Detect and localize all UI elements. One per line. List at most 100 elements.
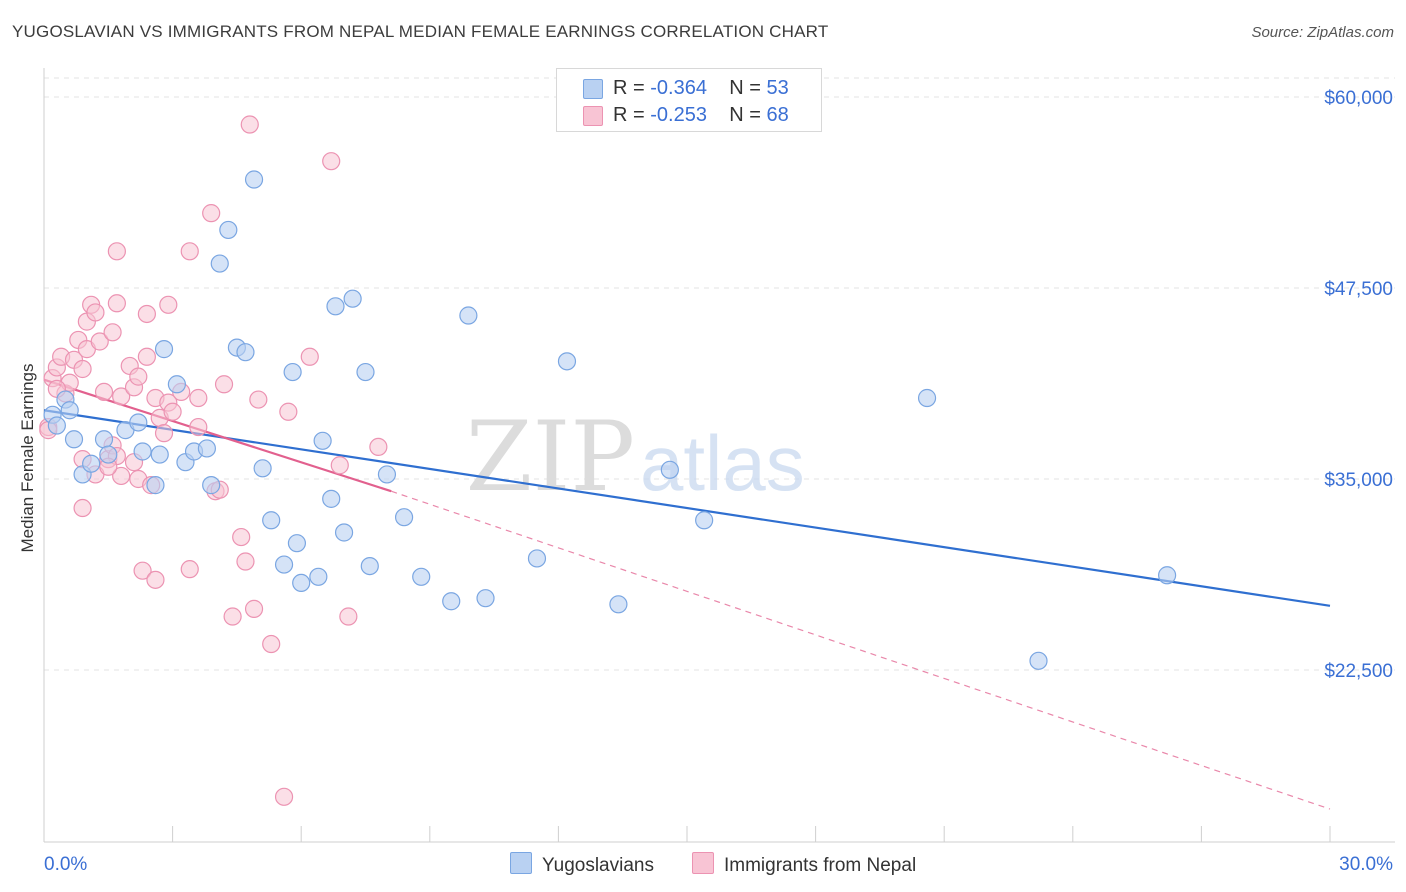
series-yugoslavians bbox=[43, 170, 1177, 670]
data-point-nepal bbox=[189, 388, 208, 408]
y-tick-label: $47,500 bbox=[1324, 279, 1393, 300]
data-point-yugoslavians bbox=[60, 401, 79, 420]
data-point-yugoslavians bbox=[313, 431, 332, 450]
series-nepal bbox=[39, 115, 388, 806]
legend-label-nepal: Immigrants from Nepal bbox=[724, 855, 917, 876]
data-point-yugoslavians bbox=[609, 595, 628, 614]
nepal-swatch bbox=[583, 106, 603, 126]
nepal-r-label: R = bbox=[613, 104, 651, 126]
data-point-nepal bbox=[244, 599, 264, 618]
data-point-yugoslavians bbox=[1029, 651, 1048, 670]
data-point-yugoslavians bbox=[459, 306, 478, 325]
data-point-nepal bbox=[322, 152, 341, 171]
data-point-nepal bbox=[90, 332, 109, 351]
data-point-yugoslavians bbox=[326, 297, 345, 316]
data-point-nepal bbox=[214, 375, 234, 394]
data-point-yugoslavians bbox=[150, 445, 169, 464]
data-point-yugoslavians bbox=[660, 460, 679, 479]
data-point-nepal bbox=[274, 787, 294, 806]
data-point-nepal bbox=[133, 561, 152, 580]
watermark: ZIP atlas bbox=[466, 401, 805, 513]
x-tick-label: 30.0% bbox=[1339, 854, 1393, 875]
data-point-nepal bbox=[236, 552, 255, 571]
source-credit: Source: ZipAtlas.com bbox=[1251, 24, 1394, 41]
watermark-zip: ZIP bbox=[466, 401, 635, 513]
data-point-nepal bbox=[300, 347, 319, 366]
data-point-nepal bbox=[94, 382, 114, 402]
data-point-nepal bbox=[189, 417, 208, 437]
data-point-nepal bbox=[73, 498, 92, 518]
data-point-yugoslavians bbox=[274, 555, 294, 574]
data-point-yugoslavians bbox=[236, 343, 255, 362]
data-point-yugoslavians bbox=[287, 534, 307, 553]
data-point-nepal bbox=[330, 456, 349, 475]
data-point-yugoslavians bbox=[322, 489, 341, 508]
y-tick-label: $35,000 bbox=[1324, 470, 1393, 491]
data-point-nepal bbox=[107, 294, 126, 313]
legend-item-yugoslavians[interactable]: Yugoslavians bbox=[510, 852, 654, 877]
y-tick-label: $60,000 bbox=[1324, 88, 1393, 109]
trend-line-yugoslavians bbox=[43, 409, 1331, 607]
data-point-nepal bbox=[240, 115, 259, 134]
data-point-nepal bbox=[107, 242, 126, 261]
data-point-yugoslavians bbox=[377, 465, 397, 484]
trend-line-nepal-extended bbox=[391, 490, 1331, 810]
nepal-n-label: N = bbox=[729, 104, 767, 126]
y-tick-label: $22,500 bbox=[1324, 661, 1393, 682]
data-point-yugoslavians bbox=[695, 511, 714, 530]
x-tick-label: 0.0% bbox=[44, 854, 87, 875]
tick-labels: $22,500 $35,000 $47,500 $60,000 0.0% 30.0% bbox=[44, 88, 1393, 875]
data-point-yugoslavians bbox=[244, 170, 264, 189]
data-point-nepal bbox=[112, 387, 131, 406]
y-axis-label: Median Female Earnings bbox=[18, 363, 37, 553]
data-point-yugoslavians bbox=[210, 254, 229, 273]
data-point-yugoslavians bbox=[309, 567, 328, 586]
data-point-yugoslavians bbox=[283, 362, 302, 382]
data-point-nepal bbox=[146, 570, 165, 589]
data-point-yugoslavians bbox=[360, 556, 379, 576]
data-point-yugoslavians bbox=[47, 416, 66, 435]
data-point-yugoslavians bbox=[356, 362, 375, 382]
data-point-yugoslavians bbox=[262, 511, 281, 530]
data-point-nepal bbox=[339, 607, 358, 626]
data-point-yugoslavians bbox=[343, 289, 362, 308]
data-point-nepal bbox=[159, 295, 178, 314]
data-point-nepal bbox=[137, 304, 156, 324]
data-point-nepal bbox=[202, 204, 221, 223]
data-point-nepal bbox=[369, 437, 388, 457]
grid-lines bbox=[44, 77, 1395, 671]
data-point-nepal bbox=[262, 634, 281, 654]
data-point-nepal bbox=[154, 424, 174, 443]
data-point-yugoslavians bbox=[917, 388, 937, 408]
data-point-nepal bbox=[103, 323, 122, 342]
data-point-yugoslavians bbox=[202, 476, 221, 495]
data-point-yugoslavians bbox=[133, 442, 152, 461]
data-point-yugoslavians bbox=[129, 413, 148, 432]
data-point-nepal bbox=[249, 390, 268, 409]
data-point-yugoslavians bbox=[146, 476, 165, 495]
data-point-nepal bbox=[73, 359, 92, 379]
data-point-yugoslavians bbox=[253, 459, 272, 478]
yugo-r-value: -0.364 bbox=[650, 77, 707, 99]
data-point-yugoslavians bbox=[197, 439, 216, 458]
data-point-yugoslavians bbox=[64, 430, 84, 449]
legend-swatch-yugoslavians bbox=[510, 852, 532, 874]
chart-title: YUGOSLAVIAN VS IMMIGRANTS FROM NEPAL MED… bbox=[12, 22, 829, 41]
nepal-r-value: -0.253 bbox=[650, 104, 707, 126]
data-point-nepal bbox=[180, 242, 199, 261]
data-point-yugoslavians bbox=[219, 220, 238, 240]
yugoslavians-swatch bbox=[583, 79, 603, 99]
data-point-nepal bbox=[163, 402, 182, 421]
legend-item-nepal[interactable]: Immigrants from Nepal bbox=[692, 852, 916, 877]
data-point-nepal bbox=[112, 466, 131, 486]
stats-box: R = -0.364 N = 53 R = -0.253 N = 68 bbox=[556, 68, 822, 132]
data-point-nepal bbox=[232, 527, 251, 547]
data-point-yugoslavians bbox=[412, 567, 431, 586]
data-point-yugoslavians bbox=[334, 523, 354, 542]
data-point-yugoslavians bbox=[292, 573, 311, 593]
yugo-n-label: N = bbox=[729, 77, 767, 99]
data-point-yugoslavians bbox=[82, 454, 101, 473]
legend-swatch-nepal bbox=[692, 852, 714, 874]
data-point-yugoslavians bbox=[94, 430, 114, 449]
data-point-yugoslavians bbox=[394, 508, 414, 527]
